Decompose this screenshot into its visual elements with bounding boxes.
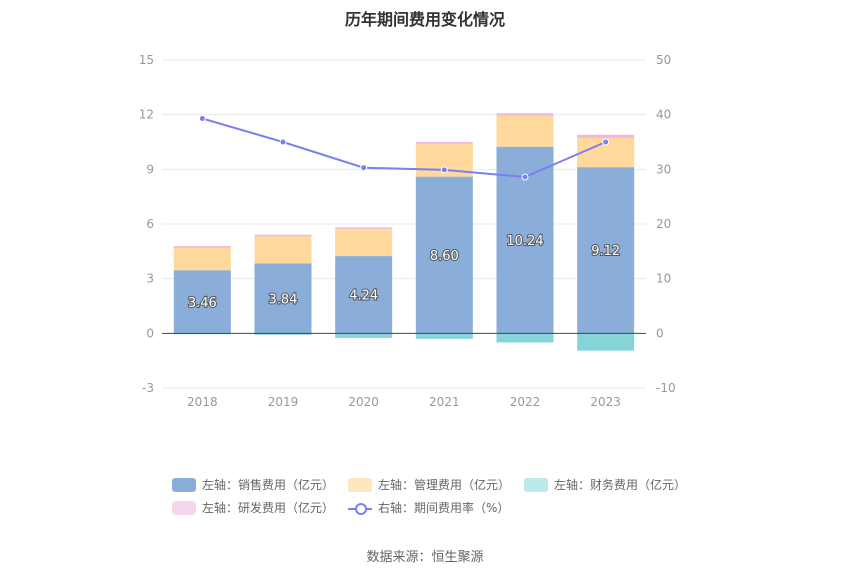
bar-rd	[335, 227, 393, 229]
legend-item-management[interactable]: 左轴：管理费用（亿元）	[348, 476, 510, 493]
bar-rd	[415, 142, 473, 144]
rate-point	[360, 164, 368, 172]
legend-swatch-sales	[172, 477, 196, 492]
rate-point	[440, 166, 448, 174]
bar-value-label-sales: 9.12	[591, 244, 620, 259]
bar-sales	[254, 263, 312, 334]
legend-item-rate[interactable]: 右轴：期间费用率（%）	[348, 499, 509, 516]
bar-sales	[577, 167, 635, 334]
bar-rd	[496, 113, 554, 116]
legend-swatch-rd	[172, 500, 196, 515]
y-right-tick-label: 30	[656, 162, 671, 176]
y-left-tick-label: 0	[146, 326, 154, 340]
bar-value-label-sales: 3.46	[188, 296, 217, 311]
chart-legend: 左轴：销售费用（亿元） 左轴：管理费用（亿元） 左轴：财务费用（亿元） 左轴：研…	[172, 473, 692, 519]
x-tick-label: 2018	[187, 395, 218, 409]
bar-finance	[335, 333, 393, 338]
bar-management	[496, 115, 554, 147]
bar-management	[335, 228, 393, 257]
legend-item-rd[interactable]: 左轴：研发费用（亿元）	[172, 499, 334, 516]
bar-rd	[173, 246, 231, 248]
legend-label-management: 左轴：管理费用（亿元）	[378, 478, 511, 492]
legend-label-finance: 左轴：财务费用（亿元）	[554, 478, 687, 492]
bar-series	[173, 113, 635, 351]
y-right-tick-label: 40	[656, 108, 671, 122]
y-left-tick-label: 6	[146, 217, 154, 231]
legend-swatch-finance	[524, 477, 549, 492]
y-left-tick-label: 3	[146, 272, 154, 286]
x-tick-label: 2022	[510, 395, 541, 409]
bar-rd	[577, 134, 635, 138]
y-right-tick-label: 20	[656, 217, 671, 231]
rate-point	[279, 138, 287, 146]
bar-sales	[335, 256, 393, 334]
bar-value-labels: 3.46 3.84 4.24 8.60 10.24 9.12	[187, 233, 621, 312]
legend-item-sales[interactable]: 左轴：销售费用（亿元）	[172, 476, 334, 493]
bar-finance	[254, 333, 312, 335]
x-tick-label: 2019	[268, 395, 299, 409]
legend-label-rate: 右轴：期间费用率（%）	[378, 501, 510, 515]
bar-rd	[254, 234, 312, 237]
bar-value-label-sales: 10.24	[506, 234, 543, 249]
bar-finance	[577, 333, 635, 351]
chart-title: 历年期间费用变化情况	[344, 10, 505, 29]
rate-point	[602, 138, 610, 146]
bar-value-label-sales: 8.60	[430, 249, 459, 264]
rate-line	[202, 117, 607, 179]
bar-value-label-sales: 4.24	[349, 289, 378, 304]
y-right-tick-label: 10	[656, 272, 671, 286]
y-right-tick-label: -10	[656, 381, 676, 395]
data-source: 数据来源：恒生聚源	[366, 550, 484, 565]
x-tick-label: 2023	[590, 395, 621, 409]
y-right-tick-label: 50	[656, 53, 671, 67]
y-left-tick-label: -3	[142, 381, 154, 395]
rate-line-series	[198, 114, 610, 181]
y-left-tick-label: 15	[139, 53, 154, 67]
y-right-tick-label: 0	[656, 326, 664, 340]
bar-management	[254, 236, 312, 264]
x-tick-label: 2020	[348, 395, 379, 409]
bar-management	[173, 246, 231, 271]
bar-finance	[496, 333, 554, 343]
axis-ticks: 15 50 12 40 9 30 6 20 3 10 0 0 -3 -10 2018 2019 2020 2021…	[139, 53, 676, 409]
bar-sales	[173, 270, 231, 334]
rate-point	[198, 114, 206, 122]
x-tick-label: 2021	[429, 395, 460, 409]
rate-point	[521, 173, 529, 181]
legend-label-sales: 左轴：销售费用（亿元）	[202, 478, 335, 492]
legend-label-rd: 左轴：研发费用（亿元）	[202, 501, 335, 515]
y-left-tick-label: 9	[146, 162, 154, 176]
y-left-tick-label: 12	[139, 108, 154, 122]
bar-value-label-sales: 3.84	[269, 292, 298, 307]
legend-item-finance[interactable]: 左轴：财务费用（亿元）	[524, 476, 686, 493]
legend-swatch-rate	[348, 501, 373, 515]
bar-finance	[415, 333, 473, 339]
grid-lines	[162, 59, 646, 389]
bar-sales	[415, 176, 473, 334]
legend-swatch-management	[348, 477, 373, 492]
